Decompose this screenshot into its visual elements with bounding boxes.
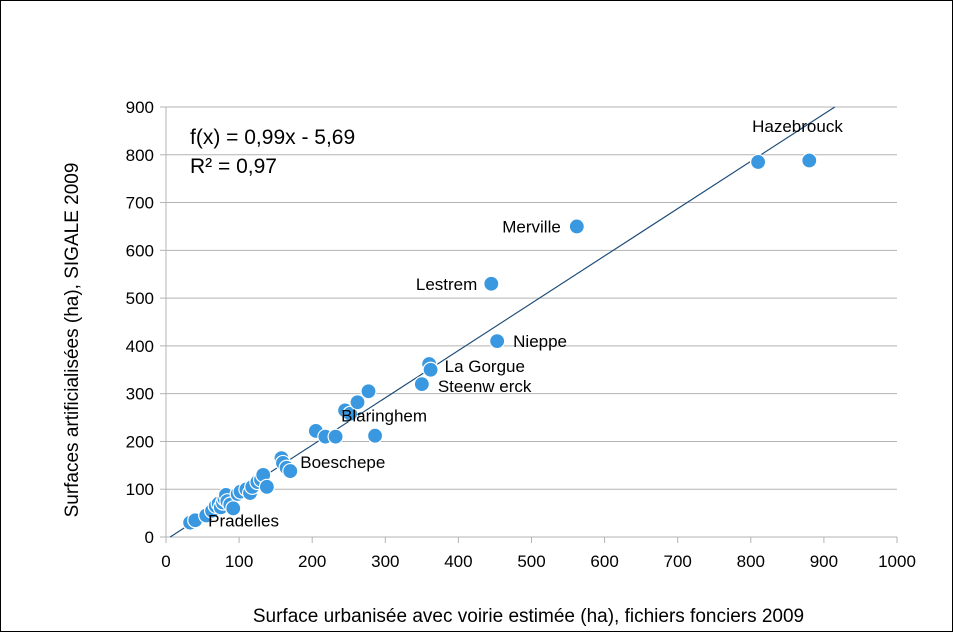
data-point xyxy=(349,394,366,411)
data-point xyxy=(360,383,377,400)
y-tick-label: 800 xyxy=(126,146,154,165)
trendline-equation: f(x) = 0,99x - 5,69 xyxy=(190,126,355,149)
y-tick-label: 100 xyxy=(126,480,154,499)
x-tick-label: 400 xyxy=(444,552,472,571)
data-point xyxy=(568,218,585,235)
y-tick-label: 200 xyxy=(126,432,154,451)
data-point xyxy=(282,462,299,480)
point-label: Merville xyxy=(502,217,561,236)
data-point xyxy=(801,152,818,169)
data-point xyxy=(366,427,384,444)
data-point xyxy=(413,376,430,393)
x-tick-label: 900 xyxy=(810,552,838,571)
points-group xyxy=(182,152,818,531)
axes xyxy=(160,106,898,543)
x-tick-label: 700 xyxy=(664,552,692,571)
point-labels-group: Hazebrouck Merville Lestrem Nieppe La Gorgue… xyxy=(208,117,843,531)
data-point xyxy=(489,333,506,350)
data-point xyxy=(258,478,275,495)
x-tick-label: 100 xyxy=(225,552,253,571)
x-tick-label: 800 xyxy=(737,552,765,571)
point-label: Steenw erck xyxy=(438,377,532,396)
data-point xyxy=(327,428,344,445)
point-label: Boeschepe xyxy=(300,453,385,472)
point-label: Pradelles xyxy=(208,512,279,531)
x-axis-title: Surface urbanisée avec voirie estimée (h… xyxy=(253,606,804,627)
y-axis-title: Surfaces artificialisées (ha), SIGALE 20… xyxy=(62,163,83,518)
point-label: Nieppe xyxy=(513,332,567,351)
data-point xyxy=(422,361,439,378)
y-tick-label: 300 xyxy=(126,385,154,404)
x-tick-label: 1000 xyxy=(878,552,916,571)
point-label: Lestrem xyxy=(416,275,477,294)
data-point xyxy=(225,500,242,517)
y-tick-label: 600 xyxy=(126,241,154,260)
x-tick-label: 0 xyxy=(161,552,170,571)
y-tick-label: 500 xyxy=(126,289,154,308)
x-tick-label: 600 xyxy=(590,552,618,571)
y-tick-label: 900 xyxy=(126,98,154,117)
r-squared-label: R² = 0,97 xyxy=(190,155,277,178)
data-point xyxy=(750,153,767,171)
point-label: La Gorgue xyxy=(445,357,525,376)
x-tick-label: 200 xyxy=(298,552,326,571)
y-tick-label: 0 xyxy=(145,528,154,547)
y-tick-label: 400 xyxy=(126,337,154,356)
x-tick-label: 500 xyxy=(517,552,545,571)
x-tick-label: 300 xyxy=(371,552,399,571)
point-label: Blaringhem xyxy=(341,407,427,426)
point-label: Hazebrouck xyxy=(752,117,843,136)
y-tick-label: 700 xyxy=(126,194,154,213)
gridlines xyxy=(166,106,897,490)
data-point xyxy=(342,405,359,422)
tick-labels-group: 0 100 200 300 400 500 600 700 800 900 0 100 200 300 40… xyxy=(126,98,916,571)
data-point xyxy=(483,275,500,292)
